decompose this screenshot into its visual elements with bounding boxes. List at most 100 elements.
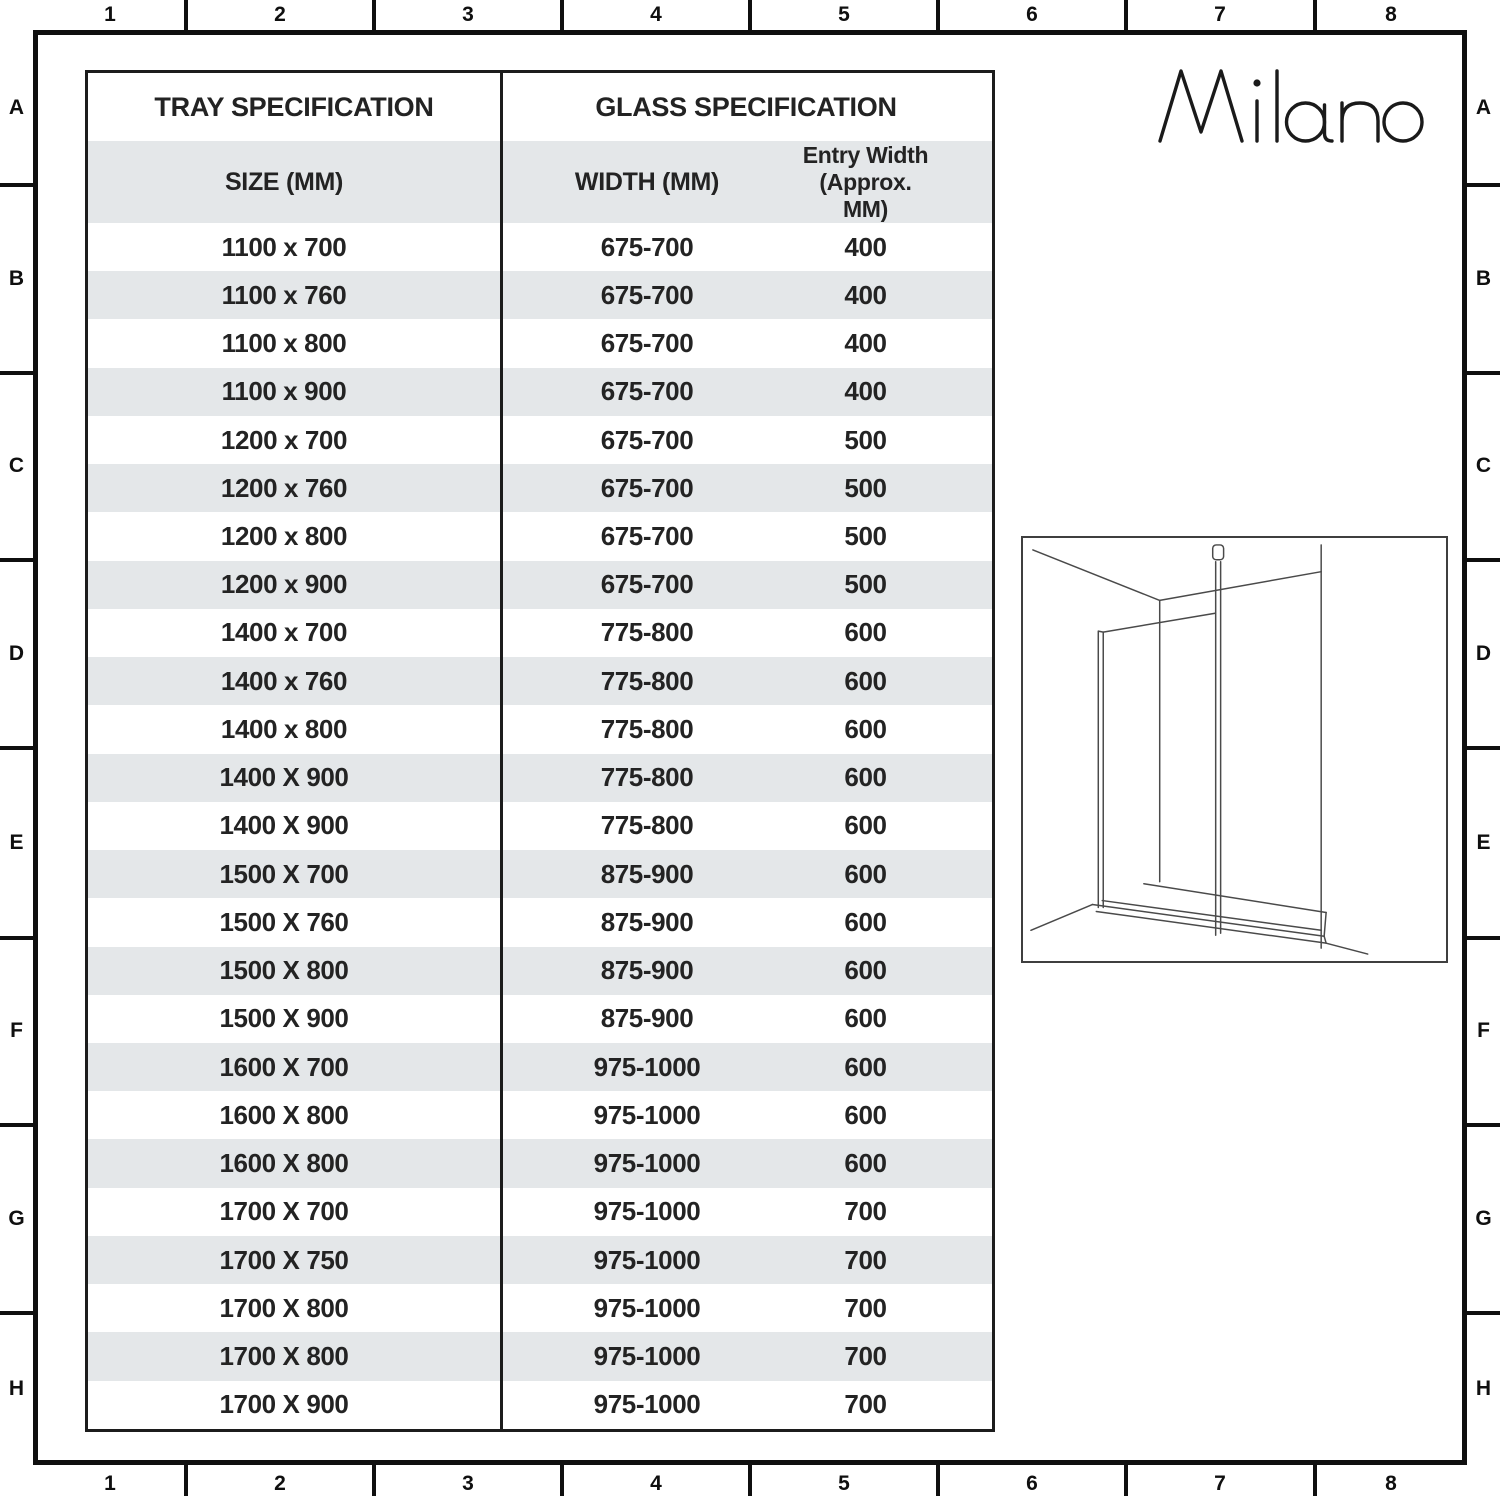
size-value: 1500 X 900 — [219, 1003, 349, 1034]
table-row: 1200 x 800 675-700 500 — [88, 512, 992, 560]
size-value: 1500 X 760 — [219, 906, 349, 937]
size-value: 1700 X 800 — [219, 1292, 349, 1323]
entry-width-value: 600 — [844, 1148, 887, 1179]
column-header-width: WIDTH (MM) — [574, 167, 720, 196]
tray-front-top-edge — [1091, 903, 1325, 937]
entry-width-line1: Entry Width — [802, 141, 929, 168]
zone-tick-bottom-4 — [748, 1465, 752, 1496]
logo-letter-i-dot — [1253, 79, 1261, 87]
size-value: 1400 x 800 — [220, 713, 348, 744]
column-header-size: SIZE (MM) — [224, 167, 344, 196]
zone-label-top-7: 7 — [1214, 3, 1226, 26]
table-row: 1400 x 700 775-800 600 — [88, 609, 992, 657]
size-value: 1100 x 900 — [221, 376, 347, 407]
zone-tick-right-7 — [1466, 1311, 1500, 1315]
logo-letter-m — [1158, 69, 1244, 143]
zone-label-right-D: D — [1475, 642, 1492, 665]
entry-width-value: 600 — [844, 713, 887, 744]
table-row: 1200 x 760 675-700 500 — [88, 464, 992, 513]
zone-label-right-B: B — [1475, 267, 1492, 290]
size-value: 1600 X 700 — [219, 1051, 349, 1082]
zone-label-left-H: H — [8, 1377, 25, 1400]
size-value: 1400 x 700 — [220, 617, 348, 648]
zone-tick-right-1 — [1466, 183, 1500, 187]
entry-width-value: 500 — [844, 521, 887, 552]
zone-tick-right-3 — [1466, 558, 1500, 562]
table-row: 1500 X 900 875-900 600 — [88, 995, 992, 1043]
tray-right-end — [1323, 911, 1327, 944]
wall-profile — [1097, 630, 1104, 909]
entry-width-value: 600 — [844, 665, 887, 696]
entry-width-value: 600 — [844, 1051, 887, 1082]
table-row: 1400 X 900 775-800 600 — [88, 802, 992, 850]
table-row: 1700 X 750 975-1000 700 — [88, 1235, 992, 1285]
size-value: 1200 x 900 — [220, 569, 348, 600]
table-body: 1100 x 700 675-700 400 1100 x 760 675-70… — [88, 223, 992, 1429]
entry-width-value: 400 — [844, 231, 887, 262]
zone-label-left-G: G — [8, 1207, 25, 1230]
zone-tick-bottom-6 — [1124, 1465, 1128, 1496]
width-value: 675-700 — [600, 376, 694, 407]
width-value: 875-900 — [600, 858, 694, 889]
pole-ceiling-cap — [1211, 544, 1225, 561]
zone-label-left-E: E — [9, 831, 24, 854]
entry-width-value: 700 — [844, 1196, 887, 1227]
width-value: 675-700 — [600, 424, 694, 455]
size-value: 1100 x 700 — [221, 231, 347, 262]
zone-tick-right-6 — [1466, 1123, 1500, 1127]
zone-tick-top-4 — [748, 0, 752, 31]
size-value: 1700 X 750 — [219, 1244, 349, 1275]
width-value: 775-800 — [600, 762, 694, 793]
width-value: 775-800 — [600, 665, 694, 696]
table-row: 1600 X 800 975-1000 600 — [88, 1139, 992, 1188]
zone-tick-bottom-3 — [560, 1465, 564, 1496]
glass-specification-title: GLASS SPECIFICATION — [595, 91, 897, 122]
zone-tick-left-5 — [0, 936, 34, 940]
zone-tick-right-4 — [1466, 746, 1500, 750]
width-value: 875-900 — [600, 906, 694, 937]
entry-width-value: 600 — [844, 617, 887, 648]
width-value: 675-700 — [600, 472, 694, 503]
width-value: 975-1000 — [593, 1244, 701, 1275]
table-row: 1700 X 800 975-1000 700 — [88, 1332, 992, 1381]
zone-label-right-F: F — [1477, 1019, 1490, 1042]
zone-label-left-F: F — [10, 1019, 23, 1042]
table-row: 1200 x 900 675-700 500 — [88, 560, 992, 609]
shower-enclosure-diagram — [1021, 536, 1448, 963]
width-value: 775-800 — [600, 810, 694, 841]
table-row: 1500 X 800 875-900 600 — [88, 946, 992, 995]
size-value: 1400 x 760 — [220, 665, 348, 696]
width-value: 975-1000 — [593, 1389, 701, 1420]
entry-width-value: 500 — [844, 569, 887, 600]
entry-width-line2: (Approx. MM) — [819, 168, 912, 222]
zone-tick-left-6 — [0, 1123, 34, 1127]
table-row: 1500 X 760 875-900 600 — [88, 898, 992, 946]
table-row: 1700 X 700 975-1000 700 — [88, 1188, 992, 1236]
table-row: 1700 X 900 975-1000 700 — [88, 1381, 992, 1429]
zone-label-bottom-3: 3 — [462, 1471, 474, 1495]
entry-width-value: 400 — [844, 279, 887, 310]
width-value: 775-800 — [600, 617, 694, 648]
zone-label-bottom-8: 8 — [1385, 1471, 1397, 1495]
size-value: 1400 X 900 — [219, 762, 349, 793]
zone-label-top-6: 6 — [1026, 3, 1038, 26]
table-row: 1400 x 760 775-800 600 — [88, 657, 992, 706]
logo-letter-n — [1340, 101, 1380, 143]
section-divider-line — [500, 73, 503, 1429]
shower-enclosure-line-drawing-icon — [1030, 544, 1369, 955]
entry-width-value: 600 — [844, 762, 887, 793]
size-value: 1100 x 760 — [221, 279, 347, 310]
table-row: 1700 X 800 975-1000 700 — [88, 1284, 992, 1332]
width-value: 675-700 — [600, 521, 694, 552]
zone-label-left-A: A — [8, 96, 25, 119]
zone-tick-top-3 — [560, 0, 564, 31]
tray-front-bottom-edge — [1095, 910, 1327, 944]
table-row: 1200 x 700 675-700 500 — [88, 416, 992, 464]
ceiling-edge-right — [1158, 570, 1322, 602]
section-title-row: TRAY SPECIFICATION GLASS SPECIFICATION — [88, 73, 992, 141]
width-value: 675-700 — [600, 569, 694, 600]
width-value: 975-1000 — [593, 1341, 701, 1371]
ceiling-edge-left — [1032, 549, 1161, 602]
table-row: 1100 x 900 675-700 400 — [88, 367, 992, 416]
